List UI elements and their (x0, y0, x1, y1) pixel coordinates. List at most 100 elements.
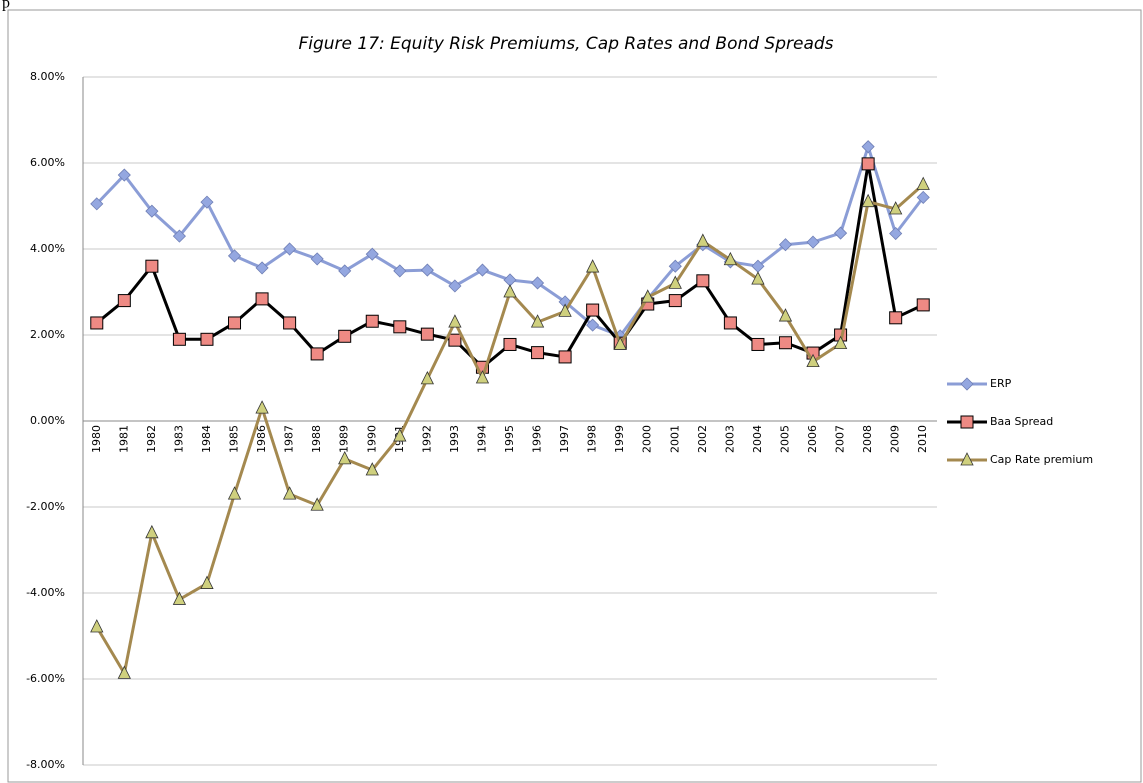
data-point (448, 314, 462, 328)
data-point (420, 370, 435, 385)
data-point (668, 294, 682, 308)
data-point (448, 333, 462, 347)
x-tick-label: 2003 (723, 425, 736, 453)
data-point (531, 346, 545, 360)
x-tick-label: 2002 (696, 425, 709, 453)
x-tick-label: 2004 (751, 425, 764, 453)
data-point (227, 249, 242, 263)
y-tick-label: -4.00% (26, 586, 65, 599)
data-point (90, 316, 104, 330)
data-point (365, 247, 379, 261)
data-point (365, 314, 379, 328)
x-tick-label: 1983 (172, 425, 185, 453)
x-tick-label: 1984 (200, 425, 213, 453)
x-tick-label: 1980 (90, 425, 103, 453)
x-tick-label: 1985 (228, 425, 241, 453)
data-point (310, 497, 324, 511)
data-point (503, 337, 517, 351)
data-point (916, 298, 930, 312)
data-point (723, 316, 737, 330)
data-point (117, 168, 131, 182)
data-point (475, 263, 490, 277)
y-tick-label: 4.00% (30, 242, 65, 255)
data-point (558, 350, 572, 364)
data-point (861, 193, 875, 208)
data-point (172, 229, 186, 243)
data-point (200, 195, 214, 209)
data-point (283, 316, 297, 330)
data-point (806, 235, 820, 249)
data-point (586, 318, 600, 332)
data-point (889, 311, 903, 325)
data-point (916, 176, 930, 190)
data-point (228, 316, 242, 330)
legend-marker (960, 377, 974, 391)
x-tick-label: 2010 (916, 425, 929, 453)
data-point (420, 327, 434, 341)
data-point (117, 294, 131, 308)
data-point (751, 337, 765, 351)
data-point (338, 264, 352, 278)
x-tick-label: 2006 (806, 425, 819, 453)
x-tick-label: 1997 (558, 425, 571, 453)
data-point (448, 279, 462, 293)
data-point (420, 263, 434, 277)
data-point (310, 252, 324, 266)
chart-title: Figure 17: Equity Risk Premiums, Cap Rat… (298, 34, 833, 54)
data-point (530, 314, 545, 328)
data-point (861, 157, 875, 171)
data-point (613, 336, 627, 350)
x-tick-label: 2000 (641, 425, 654, 453)
x-tick-label: 1994 (475, 425, 488, 453)
x-tick-label: 2007 (834, 425, 847, 453)
data-point (172, 591, 187, 605)
data-point (503, 284, 517, 298)
x-tick-label: 1996 (531, 425, 544, 453)
x-tick-label: 1981 (117, 425, 130, 453)
data-point (145, 524, 159, 539)
data-point (90, 197, 104, 211)
y-tick-label: -2.00% (26, 500, 65, 513)
data-point (833, 335, 848, 350)
x-tick-label: 1982 (145, 425, 158, 453)
data-point (282, 486, 297, 500)
legend-label: Cap Rate premium (990, 453, 1093, 466)
data-point (889, 201, 903, 215)
data-point (393, 428, 407, 442)
data-point (751, 271, 765, 285)
data-point (834, 226, 848, 240)
x-tick-label: 1992 (420, 425, 433, 453)
data-point (255, 400, 269, 414)
x-tick-label: 1989 (338, 425, 351, 453)
legend-label: Baa Spread (990, 415, 1053, 428)
x-tick-label: 2001 (668, 425, 681, 453)
data-point (227, 486, 242, 500)
y-tick-label: 8.00% (30, 70, 65, 83)
data-point (393, 320, 407, 334)
y-tick-label: -6.00% (26, 672, 65, 685)
data-point (530, 276, 545, 290)
data-point (889, 226, 903, 241)
data-point (145, 204, 159, 218)
data-point (200, 575, 214, 589)
x-tick-label: 2005 (778, 425, 791, 453)
data-point (558, 303, 572, 317)
data-point (806, 353, 820, 368)
data-point (723, 251, 738, 266)
y-tick-label: -8.00% (26, 758, 65, 771)
data-point (90, 619, 104, 633)
legend-label: ERP (990, 377, 1012, 390)
x-tick-label: 1988 (310, 425, 323, 453)
y-tick-label: 6.00% (30, 156, 65, 169)
legend-marker (960, 452, 974, 466)
y-tick-label: 2.00% (30, 328, 65, 341)
x-tick-label: 1990 (365, 425, 378, 453)
x-tick-label: 1987 (283, 425, 296, 453)
text-fragment: p (2, 0, 10, 12)
data-point (255, 292, 269, 306)
y-tick-label: 0.00% (30, 414, 65, 427)
data-point (338, 450, 352, 465)
data-point (696, 274, 710, 288)
data-point (200, 332, 214, 346)
